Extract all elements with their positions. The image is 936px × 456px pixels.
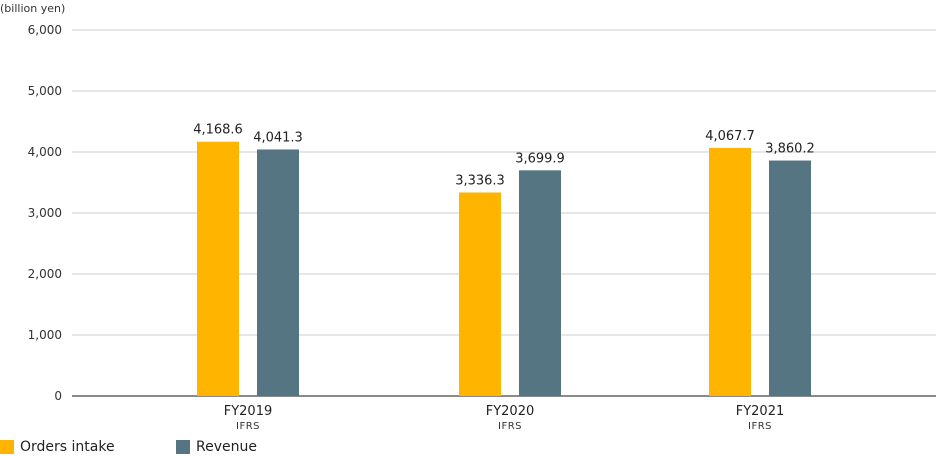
- x-axis-categories: FY2019 IFRS FY2020 IFRS FY2021 IFRS: [224, 404, 785, 432]
- y-axis-unit-label: (billion yen): [0, 2, 65, 15]
- bar-revenue-fy2019: [257, 149, 299, 396]
- data-label-orders-intake-fy2020: 3,336.3: [455, 173, 505, 188]
- x-category-label: FY2020: [486, 404, 535, 419]
- bars: [197, 141, 811, 396]
- data-label-revenue-fy2019: 4,041.3: [253, 130, 303, 145]
- legend-item-revenue: Revenue: [176, 439, 257, 455]
- y-tick-label: 5,000: [28, 84, 62, 98]
- data-label-revenue-fy2021: 3,860.2: [765, 142, 815, 157]
- bar-revenue-fy2021: [769, 160, 811, 396]
- y-tick-label: 0: [54, 389, 62, 403]
- x-category-label: FY2019: [224, 404, 273, 419]
- x-category-label: FY2021: [736, 404, 785, 419]
- x-category-sublabel: IFRS: [236, 421, 260, 432]
- legend-item-orders-intake: Orders intake: [0, 439, 115, 455]
- data-label-orders-intake-fy2019: 4,168.6: [193, 123, 243, 138]
- y-tick-label: 4,000: [28, 145, 62, 159]
- x-category-sublabel: IFRS: [498, 421, 522, 432]
- x-category-sublabel: IFRS: [748, 421, 772, 432]
- y-tick-label: 2,000: [28, 267, 62, 281]
- legend-swatch-orders-intake: [0, 440, 14, 454]
- y-tick-label: 3,000: [28, 206, 62, 220]
- bar-orders-intake-fy2021: [709, 147, 751, 396]
- legend-label-orders-intake: Orders intake: [20, 439, 115, 455]
- legend-label-revenue: Revenue: [196, 439, 257, 455]
- bar-revenue-fy2020: [519, 170, 561, 396]
- y-axis-ticks: 0 1,000 2,000 3,000 4,000 5,000 6,000: [28, 23, 62, 403]
- legend-swatch-revenue: [176, 440, 190, 454]
- data-label-orders-intake-fy2021: 4,067.7: [705, 129, 755, 144]
- bar-orders-intake-fy2019: [197, 141, 239, 396]
- data-label-revenue-fy2020: 3,699.9: [515, 151, 565, 166]
- y-tick-label: 6,000: [28, 23, 62, 37]
- y-tick-label: 1,000: [28, 328, 62, 342]
- bar-orders-intake-fy2020: [459, 192, 501, 396]
- data-labels: 4,168.6 4,041.3 3,336.3 3,699.9 4,067.7 3,860…: [193, 123, 815, 189]
